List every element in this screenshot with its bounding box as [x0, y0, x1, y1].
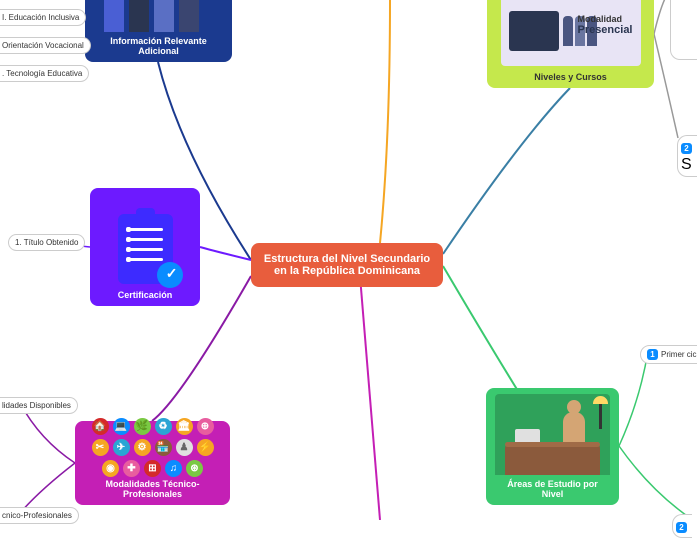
center-title: Estructura del Nivel Secundario en la Re… [264, 253, 430, 277]
leaf-modal-disp[interactable]: lidades Disponibles [0, 397, 78, 414]
num-badge-2b: 2 [676, 522, 687, 533]
info-illustration [99, 0, 219, 32]
cert-label: Certificación [118, 290, 173, 300]
leaf-niveles-2[interactable]: 2S [677, 135, 697, 177]
niveles-label: Niveles y Cursos [534, 72, 607, 82]
leaf-titulo[interactable]: 1. Título Obtenido [8, 234, 85, 251]
leaf-primer-ciclo[interactable]: 1Primer ciclo [640, 345, 697, 364]
leaf-areas-2[interactable]: 2 [672, 514, 692, 538]
branch-info[interactable]: Información Relevante Adicional [85, 0, 232, 62]
num-badge-2: 2 [681, 143, 692, 154]
leaf-modal-tecprof[interactable]: cnico-Profesionales [0, 507, 79, 524]
modal-label: Modalidades Técnico-Profesionales [85, 479, 220, 499]
leaf-orientacion[interactable]: Orientación Vocacional [0, 37, 91, 54]
niveles-illustration: ModalidadPresencial [501, 0, 641, 66]
areas-label: Áreas de Estudio por Nivel [496, 479, 609, 499]
cert-clipboard-icon: ✓ [118, 214, 173, 284]
branch-modal[interactable]: 🏠 💻 🌿 ♻ 🏛 ⊕ ✂ ✈ ⚙ 🏪 ♟ ⚡ ◉ ✚ ⊞ ♫ ⊛ Modali… [75, 421, 230, 505]
modal-dot-grid: 🏠 💻 🌿 ♻ 🏛 ⊕ ✂ ✈ ⚙ 🏪 ♟ ⚡ ◉ ✚ ⊞ ♫ ⊛ [85, 414, 220, 479]
areas-illustration [495, 394, 610, 475]
branch-cert[interactable]: ✓ Certificación [90, 188, 200, 306]
branch-areas[interactable]: Áreas de Estudio por Nivel [486, 388, 619, 505]
leaf-educ-inclusiva[interactable]: I. Educación Inclusiva [0, 9, 86, 26]
num-badge-1: 1 [647, 349, 658, 360]
center-node[interactable]: Estructura del Nivel Secundario en la Re… [251, 243, 443, 287]
leaf-tecnologia[interactable]: . Tecnología Educativa [0, 65, 89, 82]
niveles-child-partial[interactable] [670, 0, 697, 60]
branch-niveles[interactable]: ModalidadPresencial Niveles y Cursos [487, 0, 654, 88]
info-label: Información Relevante Adicional [95, 36, 222, 56]
